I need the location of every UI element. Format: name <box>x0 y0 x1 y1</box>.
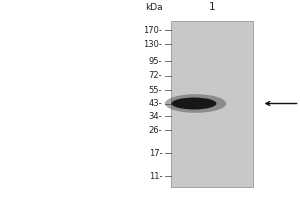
Text: 34-: 34- <box>149 112 162 121</box>
Text: kDa: kDa <box>145 3 162 12</box>
Text: 95-: 95- <box>149 57 162 66</box>
Text: 170-: 170- <box>143 26 162 35</box>
Text: 130-: 130- <box>143 40 162 49</box>
Text: 72-: 72- <box>149 71 162 80</box>
Text: 43-: 43- <box>149 99 162 108</box>
Text: 17-: 17- <box>149 149 162 158</box>
Text: 55-: 55- <box>149 86 162 95</box>
Text: 1: 1 <box>208 2 215 12</box>
Text: 11-: 11- <box>149 172 162 181</box>
Text: 26-: 26- <box>149 126 162 135</box>
Ellipse shape <box>171 98 216 109</box>
Ellipse shape <box>165 94 226 113</box>
Bar <box>171 21 253 187</box>
